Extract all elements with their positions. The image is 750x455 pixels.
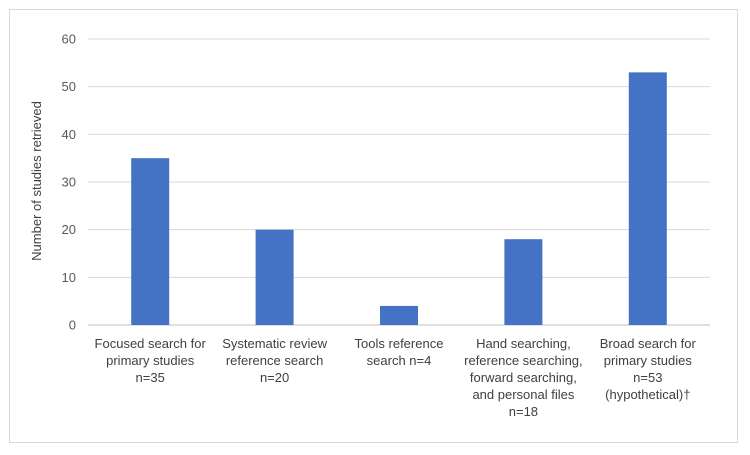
chart-frame	[9, 9, 738, 443]
y-tick-labels: 0 10 20 30 40 50 60	[62, 32, 76, 333]
y-tick-label: 30	[62, 175, 76, 190]
bar	[380, 305, 418, 325]
y-tick-label: 10	[62, 270, 76, 285]
bar	[255, 229, 294, 325]
x-category-label: Broad search for primary studies n=53 (hypo…	[600, 336, 697, 402]
bar	[504, 239, 543, 325]
x-category-label: Focused search for primary studies n=35	[95, 336, 207, 385]
bars	[131, 72, 667, 325]
gridlines	[88, 38, 710, 326]
x-category-label: Systematic review reference search n=20	[222, 336, 327, 385]
y-tick-label: 50	[62, 79, 76, 94]
y-tick-label: 60	[62, 32, 76, 47]
y-tick-label: 0	[69, 318, 76, 333]
x-category-label: Hand searching, reference searching, forwa…	[464, 336, 583, 419]
bar	[628, 72, 667, 325]
y-tick-label: 40	[62, 127, 76, 142]
bar	[131, 158, 170, 325]
x-category-label: Tools reference search n=4	[355, 336, 444, 368]
category-labels: Focused search for primary studies n=35 Sys…	[95, 336, 697, 419]
y-tick-label: 20	[62, 222, 76, 237]
y-axis-label: Number of studies retrieved	[29, 101, 44, 261]
